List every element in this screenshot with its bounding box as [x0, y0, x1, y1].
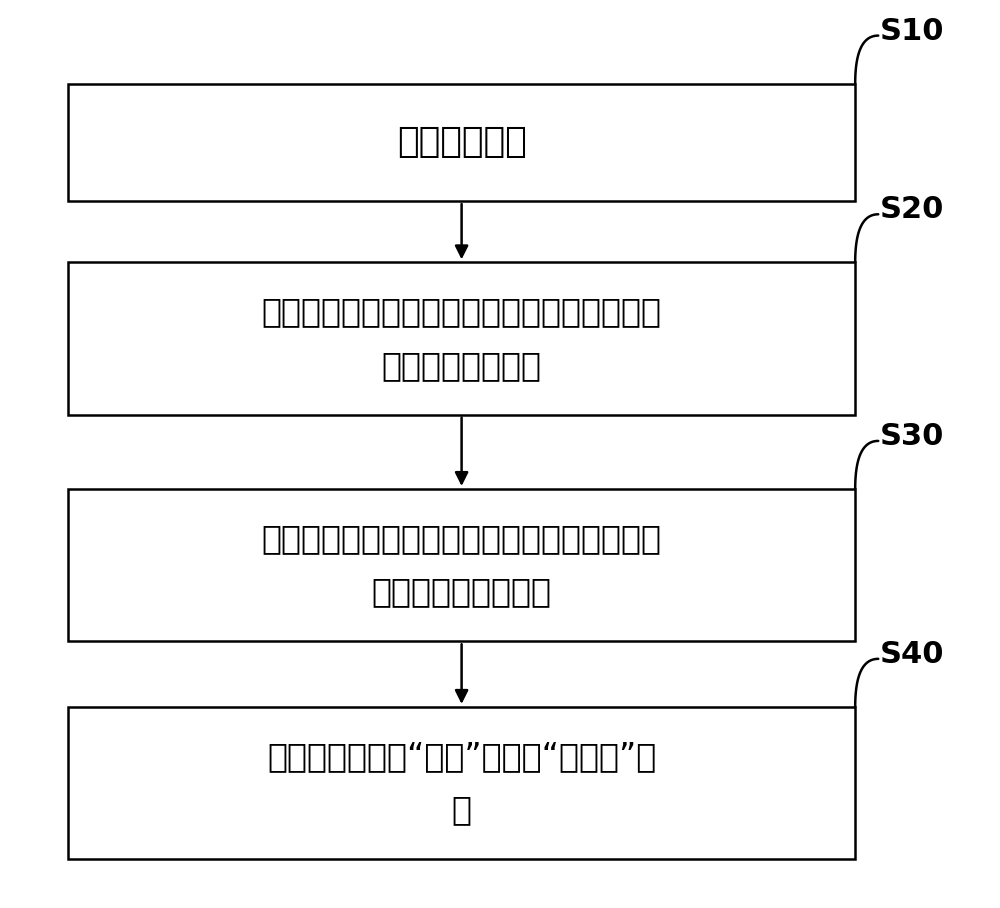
Text: S20: S20 [880, 195, 945, 224]
Text: 获取取药信息: 获取取药信息 [397, 125, 526, 160]
Text: S10: S10 [880, 16, 945, 45]
Bar [68, 489, 855, 641]
Bar [68, 706, 855, 859]
Text: S30: S30 [880, 422, 945, 451]
Text: 接收后台下发的“出药”指令或“不出药”指
令: 接收后台下发的“出药”指令或“不出药”指 令 [267, 740, 656, 826]
Bar [68, 84, 855, 202]
Text: 获取运输至取药箱内的药品的药品信息，并将
药品信息发送至后台: 获取运输至取药箱内的药品的药品信息，并将 药品信息发送至后台 [262, 522, 662, 608]
Text: 根据取药信息的不同，控制运药组件运输不同
的药品至取药箱内: 根据取药信息的不同，控制运药组件运输不同 的药品至取药箱内 [262, 295, 662, 382]
Bar [68, 262, 855, 415]
Text: S40: S40 [880, 640, 945, 669]
